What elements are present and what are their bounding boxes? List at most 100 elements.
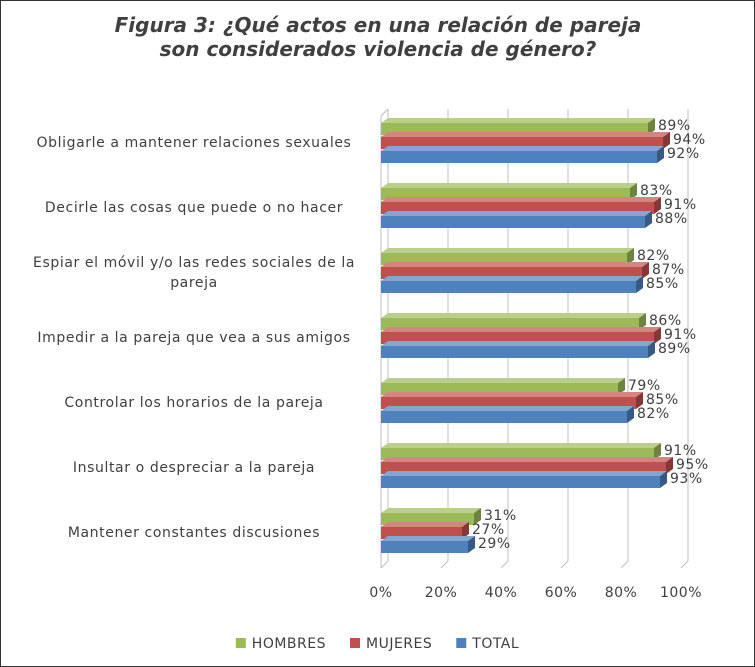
bar-side <box>654 327 661 344</box>
data-label: 82% <box>637 248 670 264</box>
data-label: 27% <box>472 522 505 538</box>
bar-side <box>630 183 637 200</box>
bar-side <box>474 508 481 525</box>
legend-swatch <box>456 638 467 648</box>
bar-side <box>648 118 655 135</box>
bar-top <box>381 313 646 318</box>
bar-top <box>381 118 655 123</box>
bar-top <box>381 183 637 188</box>
data-label: 94% <box>673 132 706 148</box>
bar-top <box>381 146 664 151</box>
bar-top <box>381 443 661 448</box>
bar-top <box>381 132 670 137</box>
data-label: 79% <box>628 378 661 394</box>
grid-line <box>620 560 629 569</box>
data-label: 92% <box>667 146 700 162</box>
category-label: Mantener constantes discusiones <box>67 525 321 541</box>
bar-front <box>381 476 660 488</box>
data-label: 89% <box>658 341 691 357</box>
category-label: Impedir a la pareja que vea a sus amigos <box>37 330 351 346</box>
legend-label: MUJERES <box>366 636 432 652</box>
bar-side <box>462 522 469 539</box>
bar-side <box>666 457 673 474</box>
x-tick-label: 0% <box>369 585 392 601</box>
data-label: 85% <box>646 276 679 292</box>
grid-line <box>560 560 569 569</box>
category-label: Espiar el móvil y/o las redes sociales d… <box>33 255 355 291</box>
bar-side <box>663 132 670 149</box>
bar-side <box>636 392 643 409</box>
bar <box>381 471 667 488</box>
bar-side <box>639 313 646 330</box>
bar <box>381 146 664 163</box>
bar-top <box>381 211 652 216</box>
bar-front <box>381 216 645 228</box>
bar-front <box>381 151 657 163</box>
bar <box>381 276 643 293</box>
legend-label: TOTAL <box>471 636 519 652</box>
bar-front <box>381 411 627 423</box>
bar-side <box>636 276 643 293</box>
bar-front <box>381 346 648 358</box>
data-label: 89% <box>658 118 691 134</box>
chart-title: Figura 3: ¿Qué actos en una relación de … <box>114 13 642 61</box>
category-label: Insultar o despreciar a la pareja <box>72 460 316 476</box>
bar <box>381 536 475 553</box>
bar-side <box>660 471 667 488</box>
legend-label: HOMBRES <box>252 636 326 652</box>
bar-side <box>627 248 634 265</box>
data-label: 91% <box>664 197 697 213</box>
grid-line <box>680 560 689 569</box>
bar-top <box>381 276 643 281</box>
bar-side <box>654 443 661 460</box>
data-label: 85% <box>646 392 679 408</box>
bar-side <box>645 211 652 228</box>
x-tick-label: 60% <box>545 585 578 601</box>
data-label: 83% <box>640 183 673 199</box>
bar-top <box>381 522 469 527</box>
grid-line <box>500 560 509 569</box>
bar-top <box>381 508 481 513</box>
axis-line <box>380 108 389 117</box>
data-label: 86% <box>649 313 682 329</box>
grid-line <box>440 560 449 569</box>
bar-top <box>381 327 661 332</box>
bar-top <box>381 471 667 476</box>
bar-side <box>627 406 634 423</box>
bar-top <box>381 197 661 202</box>
data-label: 82% <box>637 406 670 422</box>
data-label: 87% <box>652 262 685 278</box>
data-label: 88% <box>655 211 688 227</box>
x-tick-label: 80% <box>605 585 638 601</box>
bar-side <box>468 536 475 553</box>
bar <box>381 406 634 423</box>
bar <box>381 341 655 358</box>
bar-side <box>654 197 661 214</box>
grid-line <box>380 560 389 569</box>
x-tick-label: 100% <box>660 585 702 601</box>
legend-swatch <box>350 638 361 648</box>
bar-side <box>657 146 664 163</box>
bar-top <box>381 536 475 541</box>
data-label: 93% <box>670 471 703 487</box>
legend-swatch <box>235 638 246 648</box>
category-label: Controlar los horarios de la pareja <box>64 395 324 411</box>
data-label: 95% <box>676 457 709 473</box>
bar-side <box>618 378 625 395</box>
bar-top <box>381 262 649 267</box>
bar-front <box>381 281 636 293</box>
data-label: 91% <box>664 443 697 459</box>
bar <box>381 211 652 228</box>
x-tick-label: 20% <box>425 585 458 601</box>
bar-top <box>381 248 634 253</box>
bar-top <box>381 378 625 383</box>
category-label: Decirle las cosas que puede o no hacer <box>44 200 344 216</box>
x-tick-label: 40% <box>485 585 518 601</box>
bar-side <box>648 341 655 358</box>
bar-front <box>381 541 468 553</box>
bar-top <box>381 406 634 411</box>
data-label: 31% <box>484 508 517 524</box>
bar-top <box>381 392 643 397</box>
bar-top <box>381 341 655 346</box>
